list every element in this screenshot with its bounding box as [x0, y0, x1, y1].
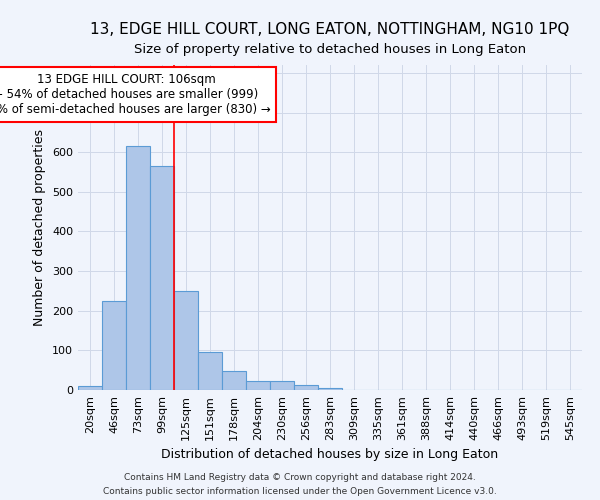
Text: 13, EDGE HILL COURT, LONG EATON, NOTTINGHAM, NG10 1PQ: 13, EDGE HILL COURT, LONG EATON, NOTTING…	[91, 22, 569, 38]
Bar	[150, 166, 174, 390]
Text: 13 EDGE HILL COURT: 106sqm
← 54% of detached houses are smaller (999)
45% of sem: 13 EDGE HILL COURT: 106sqm ← 54% of deta…	[0, 73, 271, 116]
Bar	[318, 388, 342, 390]
Bar	[126, 146, 150, 390]
Bar	[198, 352, 222, 390]
Text: Size of property relative to detached houses in Long Eaton: Size of property relative to detached ho…	[134, 42, 526, 56]
Y-axis label: Number of detached properties: Number of detached properties	[34, 129, 46, 326]
Bar	[222, 371, 246, 390]
Bar	[270, 382, 294, 390]
Text: Contains public sector information licensed under the Open Government Licence v3: Contains public sector information licen…	[103, 488, 497, 496]
Bar	[174, 291, 198, 390]
X-axis label: Distribution of detached houses by size in Long Eaton: Distribution of detached houses by size …	[161, 448, 499, 461]
Text: Contains HM Land Registry data © Crown copyright and database right 2024.: Contains HM Land Registry data © Crown c…	[124, 472, 476, 482]
Bar	[294, 385, 318, 390]
Bar	[246, 382, 270, 390]
Bar	[102, 301, 126, 390]
Bar	[78, 386, 102, 390]
